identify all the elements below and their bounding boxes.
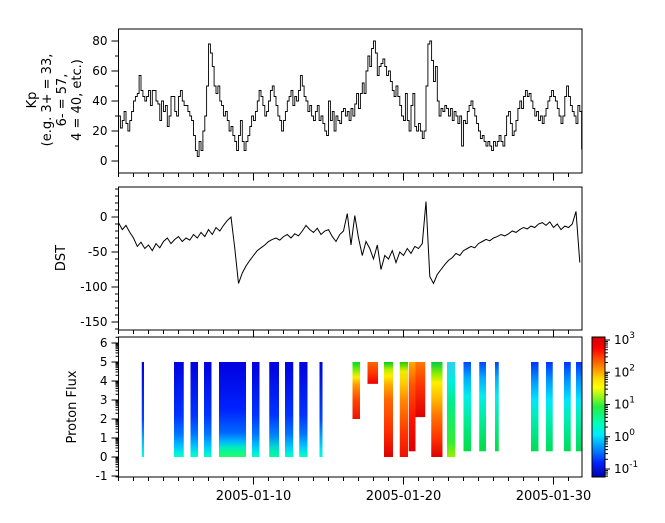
dst-axis-label: DST [54, 244, 69, 272]
flux-stripe [269, 362, 279, 457]
flux-stripe [319, 362, 323, 457]
flux-stripe [141, 362, 144, 457]
flux-stripe [367, 362, 378, 384]
dst-tick-label: 0 [100, 210, 108, 224]
dst-tick-label: -100 [80, 280, 107, 294]
kp-series-line [118, 40, 583, 157]
x-tick-label: 2005-01-30 [516, 489, 592, 504]
colorbar-tick-label: 10-1 [614, 460, 638, 476]
flux-stripe [408, 362, 416, 452]
flux-stripe [219, 362, 246, 457]
flux-stripe [576, 362, 582, 452]
flux-stripe [285, 362, 294, 457]
flux-stripe [546, 362, 553, 452]
flux-stripe [415, 362, 426, 418]
axis-ticks: 2005-01-10 2005-01-20 2005-01-300204060800… [80, 34, 638, 504]
dst-tick-label: -150 [80, 315, 107, 329]
flux-stripe [252, 362, 260, 457]
kp-axis-label-line3: 6- = 57, [54, 73, 70, 127]
flux-stripe [531, 362, 539, 452]
colorbar-tick-label: 102 [614, 363, 635, 379]
flux-panel-frame [118, 336, 583, 478]
flux-stripe [463, 362, 471, 452]
flux-stripe [299, 362, 308, 457]
flux-stripe [479, 362, 486, 452]
flux-stripe [495, 362, 499, 452]
flux-stripe [431, 362, 443, 457]
dst-series-line [118, 201, 581, 285]
kp-tick-label: 60 [92, 64, 107, 78]
dst-panel-frame [118, 186, 583, 331]
flux-stripe [352, 362, 360, 419]
flux-tick-label: 3 [100, 393, 108, 407]
colorbar [592, 337, 605, 477]
flux-tick-label: 1 [100, 431, 108, 445]
kp-axis-label-line1: Kp [25, 91, 40, 109]
flux-stripe [447, 362, 456, 457]
kp-axis-label: Kp (e.g. 3+ = 33, 6- = 57, 4 = 40, etc.) [25, 40, 88, 160]
flux-stripes [141, 362, 582, 457]
kp-axis-label-line2: (e.g. 3+ = 33, [39, 53, 55, 147]
x-tick-label: 2005-01-10 [216, 489, 292, 504]
flux-tick-label: 0 [100, 450, 108, 464]
flux-stripe [190, 362, 198, 457]
kp-panel-frame [118, 28, 583, 174]
dst-tick-label: -50 [88, 245, 108, 259]
colorbar-frame [591, 336, 606, 478]
flux-stripe [399, 362, 408, 457]
flux-tick-label: 4 [100, 374, 108, 388]
flux-tick-label: 5 [100, 355, 108, 369]
flux-stripe [384, 362, 393, 457]
kp-tick-label: 80 [92, 34, 107, 48]
colorbar-tick-label: 101 [614, 396, 635, 412]
flux-stripe [174, 362, 184, 457]
colorbar-tick-label: 100 [614, 428, 635, 444]
kp-tick-label: 0 [100, 154, 108, 168]
kp-axis-label-line4: 4 = 40, etc.) [69, 59, 85, 141]
flux-axis-label: Proton Flux [65, 370, 80, 444]
flux-tick-label: -1 [96, 469, 108, 483]
flux-tick-label: 6 [100, 336, 108, 350]
kp-tick-label: 20 [92, 124, 107, 138]
flux-tick-label: 2 [100, 412, 108, 426]
colorbar-tick-label: 103 [614, 331, 635, 347]
flux-stripe [204, 362, 212, 457]
x-tick-label: 2005-01-20 [366, 489, 442, 504]
flux-stripe [564, 362, 571, 452]
kp-tick-label: 40 [92, 94, 107, 108]
